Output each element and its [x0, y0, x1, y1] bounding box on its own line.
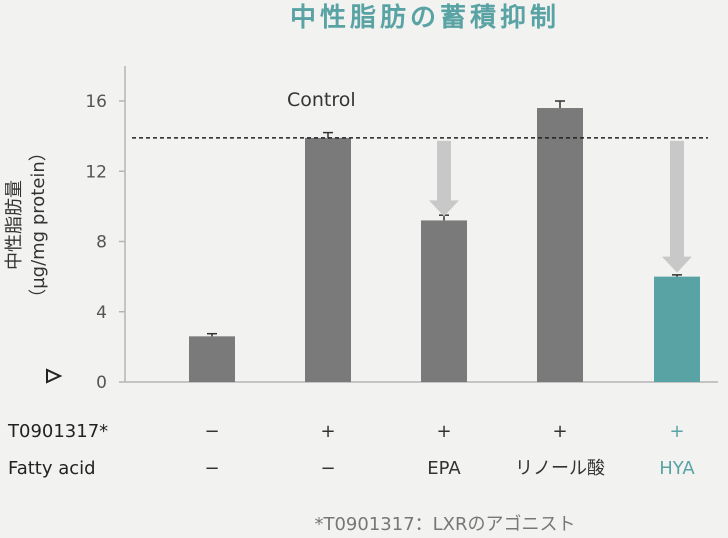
condition-table: T0901317* Fatty acid − + + + + − − EPA リノール酸 HYA: [7, 421, 695, 479]
axis-layer: 0 4 8 12 16: [85, 66, 718, 393]
table-cell: −: [320, 458, 335, 479]
y-tick-label: 0: [96, 373, 107, 393]
footnote: *T0901317：LXRのアゴニスト: [314, 514, 575, 535]
table-cell: −: [204, 421, 219, 442]
table-cell: +: [552, 421, 567, 442]
table-cell: リノール酸: [515, 458, 605, 479]
down-arrow-icon: [662, 140, 692, 273]
control-layer: [132, 137, 708, 273]
delta-icon: [46, 368, 63, 384]
bar: [189, 336, 235, 382]
table-cell: EPA: [427, 458, 461, 479]
table-cell: +: [669, 421, 684, 442]
row-label-fatty-acid: Fatty acid: [8, 458, 96, 479]
y-tick-label: 12: [85, 162, 107, 182]
y-tick-label: 16: [85, 92, 107, 112]
bar: [421, 220, 467, 382]
chart-title: 中性脂肪の蓄積抑制: [290, 3, 560, 33]
y-tick-label: 4: [96, 303, 107, 323]
y-axis-label: 中性脂肪量 （µg/mg protein）: [4, 143, 63, 384]
bars-layer: [189, 100, 700, 383]
bar: [654, 276, 700, 382]
down-arrow-icon: [429, 140, 459, 217]
y-axis-unit: （µg/mg protein）: [28, 143, 49, 307]
table-cell: +: [320, 421, 335, 442]
y-tick-label: 8: [96, 233, 107, 253]
bar: [305, 137, 351, 382]
table-cell: +: [436, 421, 451, 442]
bar: [537, 108, 583, 383]
row-label-agonist: T0901317*: [7, 421, 108, 442]
control-label: Control: [287, 89, 356, 111]
table-cell: −: [204, 458, 219, 479]
y-axis-title: 中性脂肪量: [4, 180, 25, 270]
table-cell: HYA: [659, 458, 695, 479]
